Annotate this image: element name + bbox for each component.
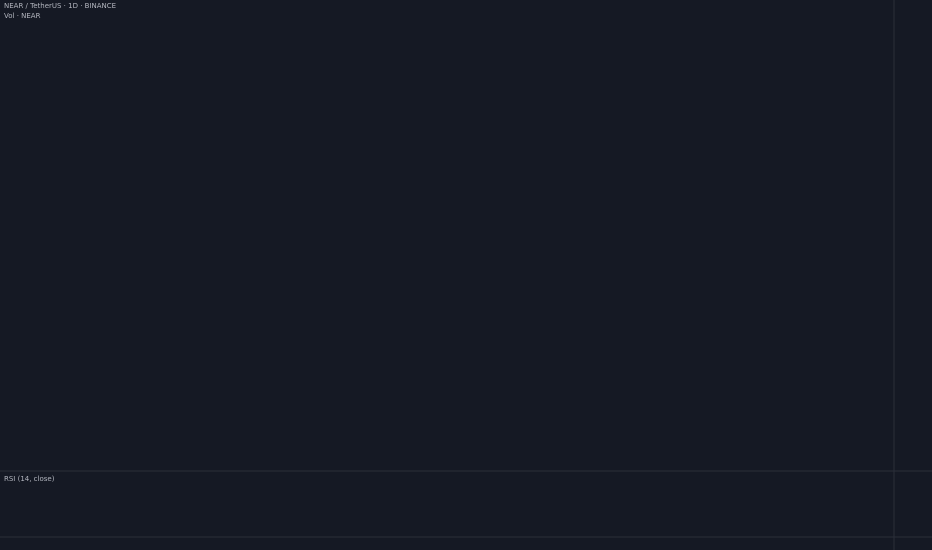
rsi-title: RSI (14, close) [4,475,55,483]
volume-title: Vol · NEAR [4,12,41,20]
chart-title: NEAR / TetherUS · 1D · BINANCE [4,2,116,10]
